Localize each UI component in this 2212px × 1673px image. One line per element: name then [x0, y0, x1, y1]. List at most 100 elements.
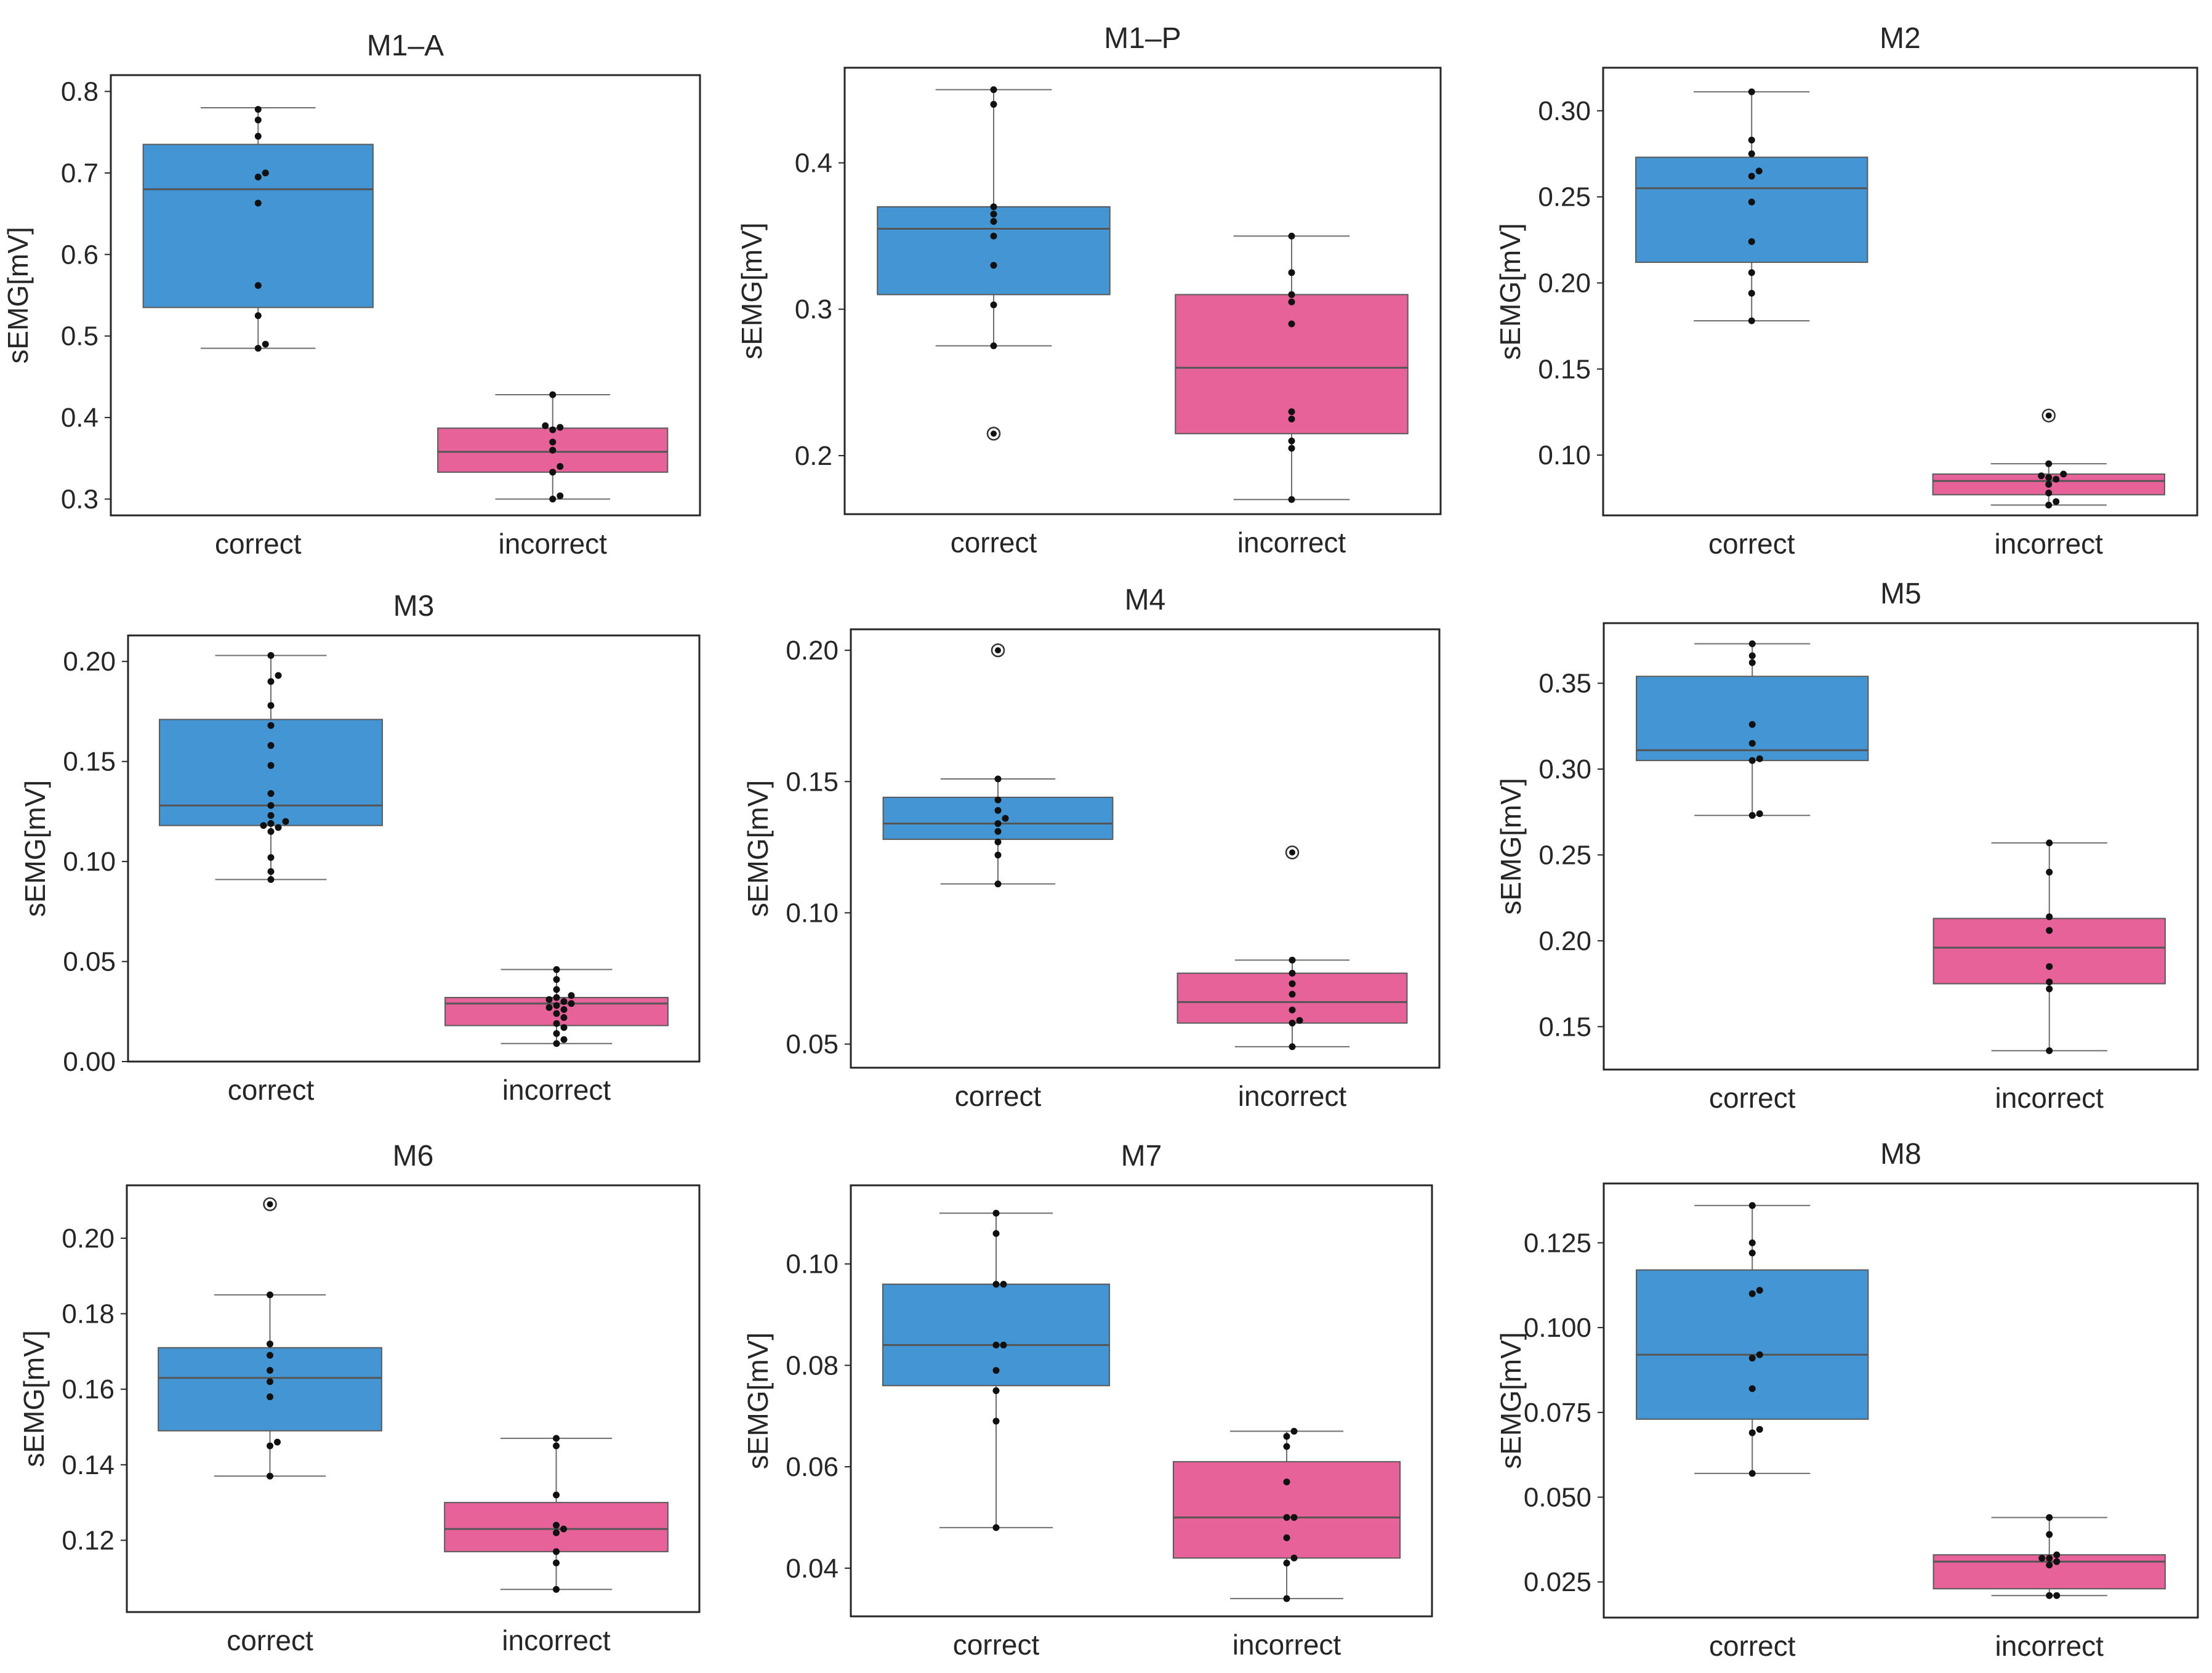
- data-point: [1748, 740, 1756, 747]
- box-correct: [882, 643, 1114, 888]
- data-point: [2046, 868, 2053, 876]
- panel-m7: M7 sEMG[mV] 0.04 0.06 0.08 0.10 correct incorre…: [742, 1140, 1433, 1661]
- data-point: [2046, 978, 2053, 986]
- x-tick-label-correct: correct: [955, 1080, 1042, 1112]
- flier-marker: [263, 1197, 277, 1211]
- data-point: [1283, 1478, 1290, 1486]
- data-point: [1756, 1286, 1763, 1294]
- box-correct: [142, 106, 374, 352]
- box-incorrect: [444, 1435, 669, 1593]
- y-tick-label: 0.10: [786, 898, 839, 928]
- data-point: [553, 1010, 560, 1017]
- y-tick-label: 0.15: [1538, 354, 1591, 384]
- panel-m2: M2 sEMG[mV] 0.10 0.15 0.20 0.25 0.30 correct inc…: [1494, 22, 2198, 560]
- data-point: [267, 702, 275, 709]
- y-tick-label: 0.35: [1538, 669, 1591, 699]
- y-tick-label: 0.05: [63, 947, 116, 977]
- panel-title: M1–A: [367, 30, 444, 62]
- panel-title: M1–P: [1104, 22, 1181, 55]
- x-tick-label-incorrect: incorrect: [1995, 528, 2104, 560]
- data-point: [553, 1491, 560, 1499]
- x-tick-label-correct: correct: [215, 528, 302, 560]
- y-tick-label: 0.20: [786, 635, 839, 666]
- plot-frame: [1603, 622, 2199, 1071]
- data-point: [553, 1030, 560, 1038]
- data-point: [553, 966, 560, 974]
- y-tick-label: 0.100: [1524, 1313, 1591, 1343]
- data-point: [568, 1000, 575, 1007]
- data-point: [549, 496, 557, 503]
- box-correct: [877, 86, 1111, 441]
- data-point: [553, 1529, 560, 1536]
- data-point: [557, 424, 564, 431]
- data-point: [1288, 496, 1295, 503]
- y-tick-label: 0.30: [1538, 96, 1591, 126]
- data-point: [1290, 1554, 1298, 1562]
- data-point: [267, 1291, 273, 1299]
- data-point: [2046, 1514, 2053, 1522]
- y-tick-label: 0.025: [1524, 1567, 1591, 1597]
- y-tick-label: 0.4: [795, 148, 832, 179]
- panel-title: M6: [393, 1140, 434, 1172]
- data-point: [267, 876, 275, 883]
- y-tick-label: 0.00: [63, 1047, 116, 1077]
- data-point: [1289, 980, 1296, 988]
- data-point: [1288, 232, 1295, 240]
- panel-title: M7: [1121, 1140, 1162, 1172]
- data-point: [994, 852, 1002, 859]
- box-iqr: [1636, 675, 1869, 762]
- data-point: [2038, 1555, 2046, 1562]
- y-tick-label: 0.18: [62, 1299, 115, 1329]
- data-point: [1283, 1595, 1290, 1602]
- x-tick-label-incorrect: incorrect: [1238, 1080, 1347, 1112]
- y-tick-label: 0.14: [62, 1450, 115, 1480]
- data-point: [1283, 1443, 1290, 1450]
- box-incorrect: [444, 966, 669, 1047]
- data-point: [1748, 1429, 1756, 1437]
- data-point: [1283, 1534, 1290, 1541]
- data-point: [1748, 1470, 1756, 1477]
- y-tick-label: 0.5: [61, 321, 99, 352]
- y-tick-label: 0.06: [786, 1452, 839, 1482]
- data-point: [994, 838, 1002, 845]
- box-iqr: [142, 143, 374, 308]
- y-tick-label: 0.15: [786, 767, 839, 797]
- x-tick-label-correct: correct: [951, 526, 1037, 558]
- data-point: [560, 1525, 567, 1533]
- data-point: [994, 775, 1002, 783]
- x-tick-label-correct: correct: [953, 1629, 1040, 1661]
- plot-frame: [843, 67, 1442, 515]
- flier-marker: [1285, 845, 1300, 860]
- panel-title: M4: [1125, 584, 1166, 616]
- box-correct: [882, 1209, 1111, 1531]
- data-point: [549, 426, 557, 433]
- data-point: [267, 854, 275, 861]
- y-axis-label: sEMG[mV]: [19, 780, 51, 917]
- data-point: [553, 1002, 560, 1009]
- x-tick-label-correct: correct: [1709, 1630, 1796, 1662]
- data-point: [1756, 755, 1763, 762]
- data-point: [557, 492, 564, 499]
- data-point: [254, 116, 262, 124]
- y-tick-label: 0.25: [1538, 182, 1591, 212]
- data-point: [2046, 985, 2053, 993]
- x-tick-label-incorrect: incorrect: [499, 528, 608, 560]
- data-point: [1289, 1006, 1296, 1014]
- flier-point: [2045, 412, 2052, 419]
- data-point: [267, 1472, 273, 1480]
- data-point: [267, 790, 275, 797]
- data-point: [553, 1040, 560, 1047]
- y-tick-label: 0.8: [61, 76, 99, 107]
- panel-m1-p: M1–P sEMG[mV] 0.2 0.3 0.4 correct incorrect: [736, 22, 1442, 558]
- panel-title: M5: [1880, 578, 1921, 610]
- y-tick-label: 0.10: [63, 847, 116, 877]
- data-point: [1748, 317, 1755, 325]
- data-point: [254, 200, 262, 207]
- data-point: [553, 1559, 560, 1566]
- panel-m3: M3 sEMG[mV] 0.00 0.05 0.10 0.15 0.20 correct inc…: [19, 590, 701, 1106]
- box-incorrect: [1175, 232, 1409, 503]
- data-point: [2046, 1562, 2053, 1569]
- y-axis-label: sEMG[mV]: [1494, 223, 1526, 360]
- data-point: [2046, 1555, 2053, 1562]
- data-point: [267, 820, 275, 827]
